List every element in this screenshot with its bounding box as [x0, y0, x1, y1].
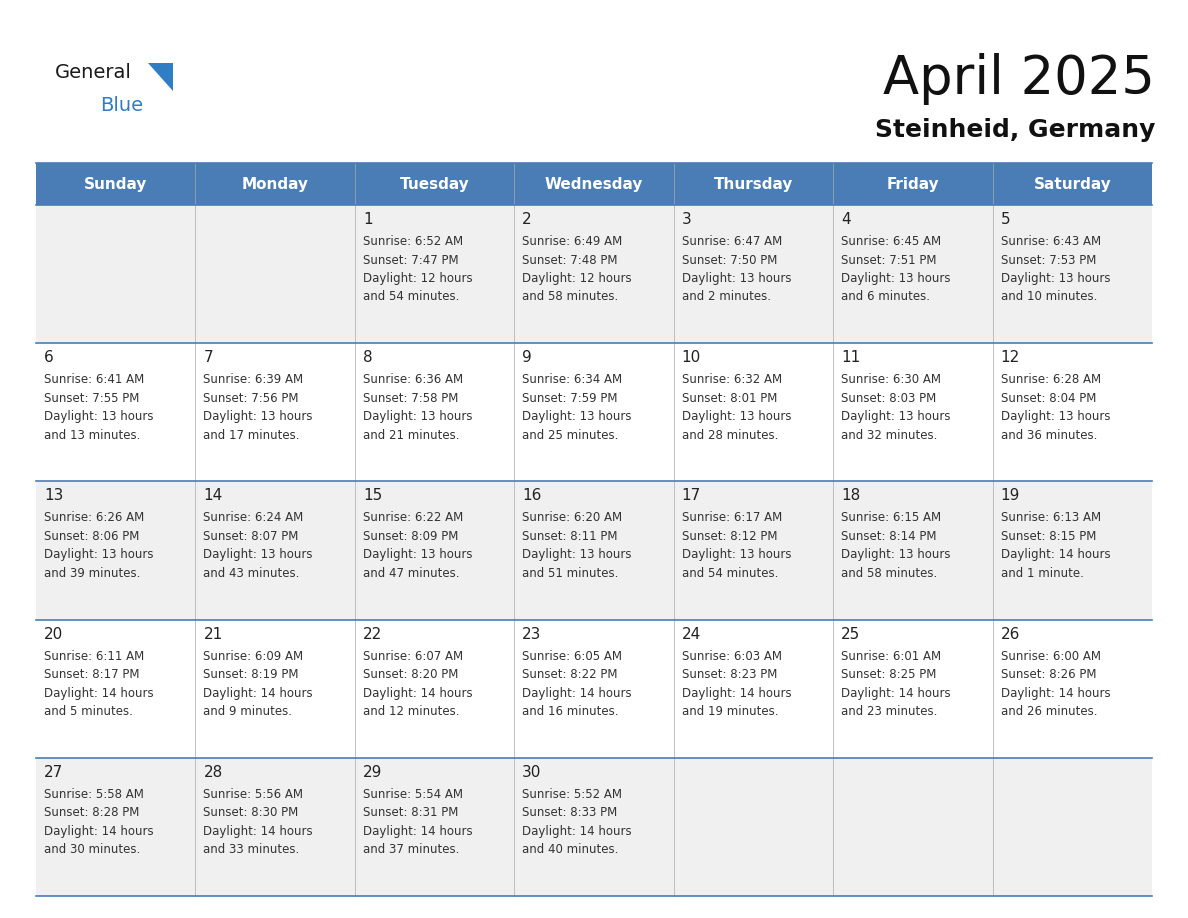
Text: Sunrise: 6:07 AM
Sunset: 8:20 PM
Daylight: 14 hours
and 12 minutes.: Sunrise: 6:07 AM Sunset: 8:20 PM Dayligh… — [362, 650, 473, 718]
Text: Friday: Friday — [886, 176, 940, 192]
Bar — [36, 620, 1152, 757]
Text: Sunrise: 5:52 AM
Sunset: 8:33 PM
Daylight: 14 hours
and 40 minutes.: Sunrise: 5:52 AM Sunset: 8:33 PM Dayligh… — [523, 788, 632, 856]
Text: 2: 2 — [523, 212, 532, 227]
Text: April 2025: April 2025 — [883, 53, 1155, 105]
Text: 10: 10 — [682, 350, 701, 365]
Text: 29: 29 — [362, 765, 383, 779]
Text: 25: 25 — [841, 627, 860, 642]
Text: Sunrise: 6:39 AM
Sunset: 7:56 PM
Daylight: 13 hours
and 17 minutes.: Sunrise: 6:39 AM Sunset: 7:56 PM Dayligh… — [203, 374, 312, 442]
Text: Sunrise: 6:09 AM
Sunset: 8:19 PM
Daylight: 14 hours
and 9 minutes.: Sunrise: 6:09 AM Sunset: 8:19 PM Dayligh… — [203, 650, 314, 718]
Text: 5: 5 — [1000, 212, 1010, 227]
Bar — [36, 481, 1152, 620]
Text: Sunrise: 6:45 AM
Sunset: 7:51 PM
Daylight: 13 hours
and 6 minutes.: Sunrise: 6:45 AM Sunset: 7:51 PM Dayligh… — [841, 235, 950, 304]
Text: Sunrise: 6:36 AM
Sunset: 7:58 PM
Daylight: 13 hours
and 21 minutes.: Sunrise: 6:36 AM Sunset: 7:58 PM Dayligh… — [362, 374, 473, 442]
Text: 4: 4 — [841, 212, 851, 227]
Text: Sunrise: 6:15 AM
Sunset: 8:14 PM
Daylight: 13 hours
and 58 minutes.: Sunrise: 6:15 AM Sunset: 8:14 PM Dayligh… — [841, 511, 950, 580]
Polygon shape — [148, 63, 173, 91]
Text: Sunrise: 5:56 AM
Sunset: 8:30 PM
Daylight: 14 hours
and 33 minutes.: Sunrise: 5:56 AM Sunset: 8:30 PM Dayligh… — [203, 788, 314, 856]
Text: Sunrise: 6:30 AM
Sunset: 8:03 PM
Daylight: 13 hours
and 32 minutes.: Sunrise: 6:30 AM Sunset: 8:03 PM Dayligh… — [841, 374, 950, 442]
Text: 19: 19 — [1000, 488, 1020, 503]
Text: Sunrise: 6:03 AM
Sunset: 8:23 PM
Daylight: 14 hours
and 19 minutes.: Sunrise: 6:03 AM Sunset: 8:23 PM Dayligh… — [682, 650, 791, 718]
Text: 21: 21 — [203, 627, 222, 642]
Text: Sunrise: 6:11 AM
Sunset: 8:17 PM
Daylight: 14 hours
and 5 minutes.: Sunrise: 6:11 AM Sunset: 8:17 PM Dayligh… — [44, 650, 153, 718]
Text: 23: 23 — [523, 627, 542, 642]
Text: 17: 17 — [682, 488, 701, 503]
Text: Sunrise: 6:26 AM
Sunset: 8:06 PM
Daylight: 13 hours
and 39 minutes.: Sunrise: 6:26 AM Sunset: 8:06 PM Dayligh… — [44, 511, 153, 580]
Bar — [36, 163, 1152, 205]
Text: 13: 13 — [44, 488, 63, 503]
Text: Sunrise: 5:58 AM
Sunset: 8:28 PM
Daylight: 14 hours
and 30 minutes.: Sunrise: 5:58 AM Sunset: 8:28 PM Dayligh… — [44, 788, 153, 856]
Text: Sunrise: 6:20 AM
Sunset: 8:11 PM
Daylight: 13 hours
and 51 minutes.: Sunrise: 6:20 AM Sunset: 8:11 PM Dayligh… — [523, 511, 632, 580]
Bar — [36, 757, 1152, 896]
Text: Sunday: Sunday — [84, 176, 147, 192]
Text: General: General — [55, 63, 132, 82]
Text: Sunrise: 6:13 AM
Sunset: 8:15 PM
Daylight: 14 hours
and 1 minute.: Sunrise: 6:13 AM Sunset: 8:15 PM Dayligh… — [1000, 511, 1111, 580]
Text: 20: 20 — [44, 627, 63, 642]
Text: 26: 26 — [1000, 627, 1020, 642]
Text: 3: 3 — [682, 212, 691, 227]
Text: Steinheid, Germany: Steinheid, Germany — [874, 118, 1155, 142]
Text: Sunrise: 5:54 AM
Sunset: 8:31 PM
Daylight: 14 hours
and 37 minutes.: Sunrise: 5:54 AM Sunset: 8:31 PM Dayligh… — [362, 788, 473, 856]
Text: Sunrise: 6:22 AM
Sunset: 8:09 PM
Daylight: 13 hours
and 47 minutes.: Sunrise: 6:22 AM Sunset: 8:09 PM Dayligh… — [362, 511, 473, 580]
Text: 16: 16 — [523, 488, 542, 503]
Text: 18: 18 — [841, 488, 860, 503]
Text: Sunrise: 6:41 AM
Sunset: 7:55 PM
Daylight: 13 hours
and 13 minutes.: Sunrise: 6:41 AM Sunset: 7:55 PM Dayligh… — [44, 374, 153, 442]
Text: Monday: Monday — [241, 176, 309, 192]
Text: 6: 6 — [44, 350, 53, 365]
Text: Sunrise: 6:01 AM
Sunset: 8:25 PM
Daylight: 14 hours
and 23 minutes.: Sunrise: 6:01 AM Sunset: 8:25 PM Dayligh… — [841, 650, 950, 718]
Text: 12: 12 — [1000, 350, 1019, 365]
Text: Sunrise: 6:28 AM
Sunset: 8:04 PM
Daylight: 13 hours
and 36 minutes.: Sunrise: 6:28 AM Sunset: 8:04 PM Dayligh… — [1000, 374, 1110, 442]
Text: Sunrise: 6:32 AM
Sunset: 8:01 PM
Daylight: 13 hours
and 28 minutes.: Sunrise: 6:32 AM Sunset: 8:01 PM Dayligh… — [682, 374, 791, 442]
Text: 1: 1 — [362, 212, 373, 227]
Text: Sunrise: 6:05 AM
Sunset: 8:22 PM
Daylight: 14 hours
and 16 minutes.: Sunrise: 6:05 AM Sunset: 8:22 PM Dayligh… — [523, 650, 632, 718]
Text: 8: 8 — [362, 350, 373, 365]
Text: 14: 14 — [203, 488, 222, 503]
Text: 30: 30 — [523, 765, 542, 779]
Text: 22: 22 — [362, 627, 383, 642]
Text: Blue: Blue — [100, 96, 143, 115]
Text: 15: 15 — [362, 488, 383, 503]
Text: Wednesday: Wednesday — [545, 176, 643, 192]
Text: Sunrise: 6:52 AM
Sunset: 7:47 PM
Daylight: 12 hours
and 54 minutes.: Sunrise: 6:52 AM Sunset: 7:47 PM Dayligh… — [362, 235, 473, 304]
Text: Thursday: Thursday — [714, 176, 794, 192]
Text: Sunrise: 6:43 AM
Sunset: 7:53 PM
Daylight: 13 hours
and 10 minutes.: Sunrise: 6:43 AM Sunset: 7:53 PM Dayligh… — [1000, 235, 1110, 304]
Bar — [36, 205, 1152, 343]
Text: Tuesday: Tuesday — [399, 176, 469, 192]
Text: 9: 9 — [523, 350, 532, 365]
Text: 28: 28 — [203, 765, 222, 779]
Bar — [36, 343, 1152, 481]
Text: 24: 24 — [682, 627, 701, 642]
Text: Sunrise: 6:34 AM
Sunset: 7:59 PM
Daylight: 13 hours
and 25 minutes.: Sunrise: 6:34 AM Sunset: 7:59 PM Dayligh… — [523, 374, 632, 442]
Text: 27: 27 — [44, 765, 63, 779]
Text: Saturday: Saturday — [1034, 176, 1111, 192]
Text: Sunrise: 6:00 AM
Sunset: 8:26 PM
Daylight: 14 hours
and 26 minutes.: Sunrise: 6:00 AM Sunset: 8:26 PM Dayligh… — [1000, 650, 1111, 718]
Text: Sunrise: 6:24 AM
Sunset: 8:07 PM
Daylight: 13 hours
and 43 minutes.: Sunrise: 6:24 AM Sunset: 8:07 PM Dayligh… — [203, 511, 312, 580]
Text: Sunrise: 6:47 AM
Sunset: 7:50 PM
Daylight: 13 hours
and 2 minutes.: Sunrise: 6:47 AM Sunset: 7:50 PM Dayligh… — [682, 235, 791, 304]
Text: 7: 7 — [203, 350, 213, 365]
Text: Sunrise: 6:49 AM
Sunset: 7:48 PM
Daylight: 12 hours
and 58 minutes.: Sunrise: 6:49 AM Sunset: 7:48 PM Dayligh… — [523, 235, 632, 304]
Text: Sunrise: 6:17 AM
Sunset: 8:12 PM
Daylight: 13 hours
and 54 minutes.: Sunrise: 6:17 AM Sunset: 8:12 PM Dayligh… — [682, 511, 791, 580]
Text: 11: 11 — [841, 350, 860, 365]
